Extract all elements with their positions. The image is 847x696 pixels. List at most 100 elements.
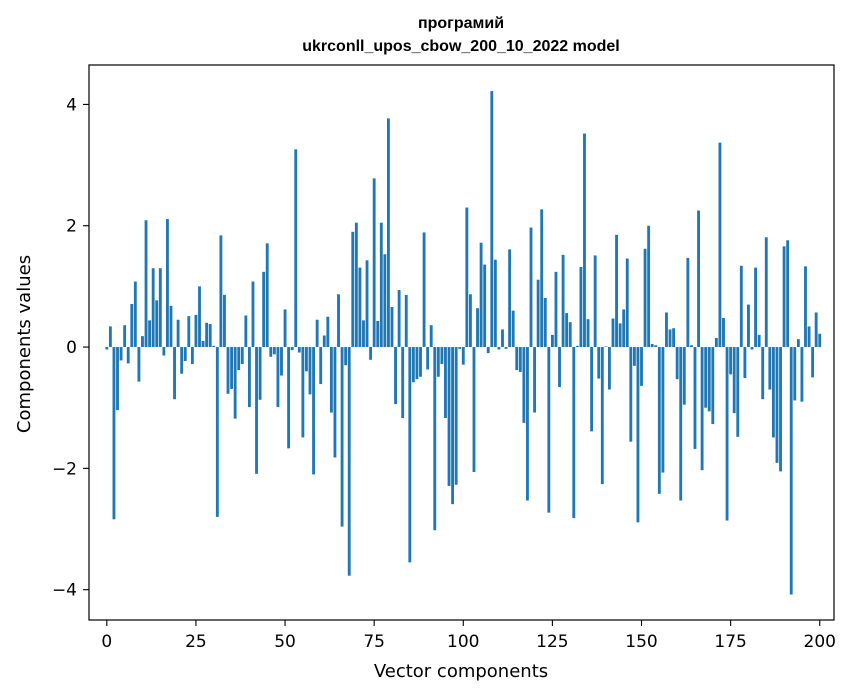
- bar-18: [169, 305, 173, 348]
- bar-110: [497, 347, 501, 350]
- bar-58: [312, 347, 315, 475]
- x-tick-label-50: 50: [274, 632, 296, 652]
- bar-140: [604, 346, 608, 348]
- bar-179: [743, 347, 747, 378]
- bar-60: [319, 347, 323, 385]
- chart-title-line-1: програмий: [418, 15, 504, 32]
- bar-16: [162, 347, 166, 356]
- bar-178: [739, 265, 743, 348]
- bar-165: [693, 347, 697, 449]
- bar-108: [490, 91, 494, 348]
- bar-68: [347, 347, 351, 576]
- bar-33: [223, 294, 226, 348]
- bar-189: [779, 347, 782, 472]
- bar-61: [322, 335, 326, 348]
- bar-19: [173, 347, 176, 400]
- bar-44: [262, 271, 266, 348]
- bar-26: [198, 286, 201, 348]
- bar-63: [329, 347, 333, 413]
- bar-69: [351, 231, 355, 348]
- bar-128: [561, 254, 565, 348]
- bar-198: [811, 347, 815, 378]
- bar-3: [116, 347, 119, 411]
- plot-frame: [88, 64, 835, 621]
- bar-38: [240, 347, 244, 365]
- bar-5: [123, 325, 127, 348]
- bar-147: [629, 347, 633, 442]
- bar-2: [112, 347, 116, 520]
- bar-117: [522, 347, 526, 423]
- bar-126: [554, 271, 558, 348]
- bar-124: [547, 347, 551, 513]
- bar-148: [632, 347, 636, 366]
- bar-92: [433, 347, 437, 531]
- bar-122: [540, 209, 544, 348]
- bar-121: [536, 279, 540, 348]
- bar-98: [454, 347, 458, 485]
- y-tick-label-2: 2: [66, 217, 77, 237]
- bar-180: [747, 304, 750, 348]
- bar-154: [654, 345, 658, 348]
- bar-194: [796, 339, 800, 348]
- bar-86: [411, 347, 415, 383]
- bar-118: [526, 347, 529, 501]
- bar-155: [657, 347, 661, 494]
- bar-75: [372, 178, 376, 348]
- bar-57: [308, 347, 312, 395]
- bar-135: [586, 319, 590, 348]
- bar-174: [725, 347, 729, 521]
- bar-168: [704, 347, 708, 408]
- bar-131: [572, 347, 576, 519]
- bar-137: [593, 255, 597, 348]
- bar-62: [326, 316, 330, 348]
- bar-93: [436, 347, 440, 377]
- bar-182: [754, 267, 757, 348]
- bar-27: [201, 340, 205, 348]
- bar-138: [597, 347, 601, 379]
- x-tick-label-125: 125: [536, 632, 568, 652]
- y-tick-label--2: −2: [52, 459, 77, 479]
- bar-166: [697, 210, 700, 348]
- bar-20: [176, 319, 180, 348]
- bar-145: [622, 309, 626, 348]
- bar-84: [404, 294, 408, 348]
- bar-47: [272, 347, 276, 355]
- bar-130: [568, 322, 572, 348]
- bar-37: [237, 347, 241, 371]
- bar-173: [722, 317, 725, 348]
- bar-109: [493, 259, 497, 348]
- bar-127: [558, 347, 561, 388]
- bar-144: [618, 323, 622, 348]
- bar-91: [429, 325, 433, 348]
- bar-184: [761, 347, 765, 400]
- bar-183: [757, 334, 761, 348]
- bar-52: [290, 347, 294, 351]
- bar-88: [419, 347, 422, 377]
- bar-196: [804, 266, 807, 348]
- bar-41: [251, 281, 255, 348]
- bar-190: [782, 246, 786, 348]
- bar-17: [166, 219, 169, 348]
- bar-7: [130, 303, 134, 348]
- bar-66: [340, 347, 344, 527]
- bar-53: [294, 149, 298, 348]
- bar-175: [729, 347, 733, 375]
- bar-146: [625, 258, 629, 348]
- bar-77: [379, 222, 383, 348]
- y-axis-label: Components values: [14, 255, 35, 433]
- x-tick-label-150: 150: [625, 632, 657, 652]
- bars-group: [105, 91, 822, 595]
- bar-123: [543, 297, 547, 348]
- bar-73: [365, 260, 369, 348]
- bar-106: [483, 264, 487, 348]
- bar-23: [187, 316, 191, 348]
- bar-8: [133, 281, 137, 348]
- bar-163: [686, 257, 690, 348]
- bar-85: [408, 347, 412, 563]
- bar-72: [362, 320, 365, 348]
- x-tick-label-75: 75: [363, 632, 385, 652]
- x-axis-label: Vector components: [374, 661, 548, 682]
- bar-81: [394, 347, 397, 405]
- bar-187: [771, 347, 775, 438]
- bar-102: [468, 294, 472, 348]
